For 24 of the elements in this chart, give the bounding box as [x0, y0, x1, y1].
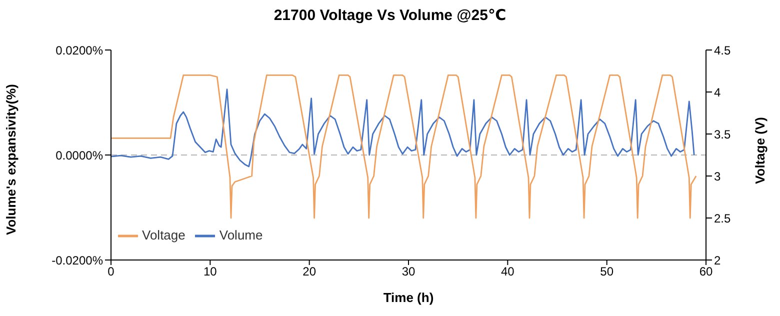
y2-tick-label: 3: [714, 169, 721, 184]
chart-title: 21700 Voltage Vs Volume @25℃: [272, 6, 508, 24]
y2-tick-label: 2.5: [714, 211, 732, 226]
y-tick-label: 0.0000%: [56, 148, 104, 162]
x-tick-label: 20: [302, 264, 316, 279]
line-series: [111, 74, 697, 219]
y-axis-title: Volume's expansivity(%): [4, 84, 19, 235]
legend-label: Volume: [219, 227, 263, 242]
x-tick-label: 40: [500, 264, 515, 279]
y2-axis-title: Voltage (V): [752, 117, 768, 184]
y-tick-label: 0.0200%: [56, 43, 104, 58]
y-tick-label: -0.0200%: [52, 253, 104, 268]
x-axis-title: Time (h): [383, 290, 434, 305]
x-tick-label: 60: [699, 264, 713, 279]
legend-label: Voltage: [142, 227, 186, 242]
x-tick-label: 0: [108, 264, 115, 279]
x-tick-label: 30: [402, 264, 416, 279]
y2-tick-label: 3.5: [714, 127, 732, 142]
x-tick-label: 10: [203, 264, 218, 279]
y2-tick-label: 4: [714, 85, 721, 100]
x-tick-label: 50: [600, 264, 614, 279]
y2-tick-label: 2: [714, 253, 721, 268]
line-series: [111, 88, 695, 168]
y2-tick-label: 4.5: [714, 43, 732, 58]
